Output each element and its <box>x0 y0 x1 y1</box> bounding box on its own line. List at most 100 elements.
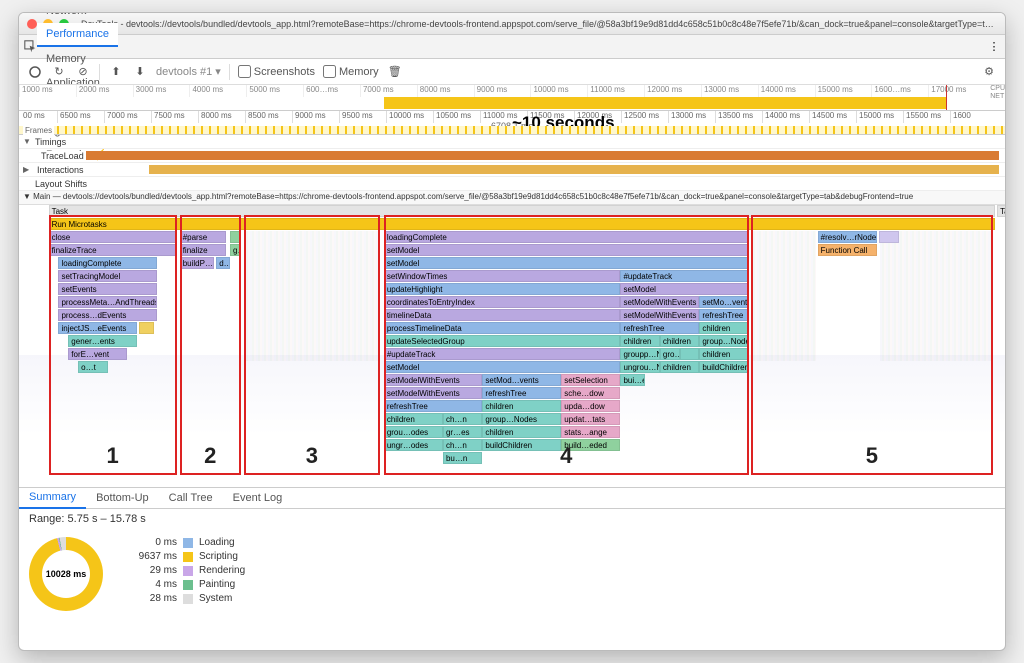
flame-block[interactable]: setModel <box>384 244 749 256</box>
flame-block[interactable]: build…eded <box>561 439 620 451</box>
flame-block[interactable]: bu…n <box>443 452 482 464</box>
flame-block[interactable]: close <box>49 231 177 243</box>
flame-block[interactable]: setSelection <box>561 374 620 386</box>
flame-block[interactable]: ungrou…Nodes <box>620 361 659 373</box>
flame-block[interactable]: setWindowTimes <box>384 270 621 282</box>
flame-block[interactable]: loadingComplete <box>58 257 157 269</box>
details-tab-event-log[interactable]: Event Log <box>223 487 293 509</box>
timeline-ruler[interactable]: 00 ms 6500 ms7000 ms7500 ms8000 ms8500 m… <box>19 111 1005 135</box>
screenshots-checkbox[interactable]: Screenshots <box>238 65 315 78</box>
flame-block[interactable]: coordinatesToEntryIndex <box>384 296 621 308</box>
flame-block[interactable]: stats…ange <box>561 426 620 438</box>
flame-block[interactable]: buildChildren <box>699 361 748 373</box>
flame-block[interactable]: children <box>384 413 443 425</box>
flame-block[interactable]: processMeta…AndThreads <box>58 296 157 308</box>
flame-block[interactable] <box>230 231 240 243</box>
flame-block[interactable] <box>139 322 154 334</box>
flame-block[interactable]: process…dEvents <box>58 309 157 321</box>
flame-block[interactable]: refreshTree <box>620 322 699 334</box>
flame-block[interactable]: forE…vent <box>68 348 127 360</box>
flame-block[interactable]: children <box>699 348 748 360</box>
flame-block[interactable]: gener…ents <box>68 335 137 347</box>
flame-block[interactable]: ch…n <box>443 413 482 425</box>
flame-block[interactable]: children <box>482 426 561 438</box>
flame-block[interactable]: g… <box>230 244 240 256</box>
upload-icon[interactable]: ⬆ <box>108 64 124 80</box>
flame-block[interactable]: buildChildren <box>482 439 561 451</box>
flame-block[interactable]: gro…es <box>660 348 680 360</box>
record-icon[interactable] <box>27 64 43 80</box>
interactions-section[interactable]: ▶Interactions <box>19 163 1005 177</box>
flame-block[interactable]: Task <box>49 205 996 217</box>
flame-block[interactable]: updat…tats <box>561 413 620 425</box>
flame-block[interactable]: updateHighlight <box>384 283 621 295</box>
flame-block[interactable]: ungr…odes <box>384 439 443 451</box>
settings-icon[interactable]: ⋮ <box>987 40 1001 54</box>
flame-block[interactable]: setModelWithEvents <box>620 309 699 321</box>
details-tab-bottom-up[interactable]: Bottom-Up <box>86 487 159 509</box>
flame-block[interactable]: o…t <box>78 361 108 373</box>
flame-block[interactable]: setModel <box>384 257 749 269</box>
overview-minimap[interactable]: 1000 ms2000 ms3000 ms4000 ms5000 ms600…m… <box>19 85 1005 111</box>
profile-select[interactable]: devtools #1▾ <box>156 65 221 78</box>
flame-block[interactable]: setEvents <box>58 283 157 295</box>
inspect-icon[interactable] <box>23 40 37 54</box>
flame-block[interactable]: refreshTree <box>482 387 561 399</box>
flame-block[interactable]: children <box>660 335 699 347</box>
flame-block[interactable]: bui…en <box>620 374 645 386</box>
flame-block[interactable]: timelineData <box>384 309 621 321</box>
flame-block[interactable]: #updateTrack <box>384 348 621 360</box>
flame-block[interactable]: setModelWithEvents <box>384 387 483 399</box>
flame-block[interactable]: grou…odes <box>384 426 443 438</box>
flame-block[interactable]: setModelWithEvents <box>384 374 483 386</box>
flame-block[interactable]: updateSelectedGroup <box>384 335 621 347</box>
flame-block[interactable]: gr…es <box>443 426 482 438</box>
flame-block[interactable]: Function Call <box>818 244 877 256</box>
flame-block[interactable]: setMod…vents <box>482 374 561 386</box>
flame-block[interactable]: refreshTree <box>699 309 748 321</box>
flame-block[interactable] <box>879 231 899 243</box>
flame-block[interactable]: #updateTrack <box>620 270 748 282</box>
flame-block[interactable]: group…Nodes <box>482 413 561 425</box>
flame-block[interactable]: d… <box>216 257 230 269</box>
flame-block[interactable]: finalize <box>180 244 226 256</box>
flame-block[interactable]: children <box>660 361 699 373</box>
flame-block[interactable]: group…Nodes <box>699 335 748 347</box>
flame-block[interactable]: #parse <box>180 231 226 243</box>
tab-network[interactable]: Network <box>37 12 118 23</box>
flame-block[interactable]: sche…dow <box>561 387 620 399</box>
flame-block[interactable]: children <box>699 322 748 334</box>
flame-block[interactable]: children <box>482 400 561 412</box>
main-thread-header[interactable]: ▼ Main — devtools://devtools/bundled/dev… <box>19 191 1005 205</box>
tab-performance[interactable]: Performance <box>37 23 118 47</box>
flame-block[interactable]: ch…n <box>443 439 482 451</box>
flame-block[interactable]: setModel <box>620 283 748 295</box>
flame-block[interactable]: setMo…vents <box>699 296 748 308</box>
flame-block[interactable]: Run Microtasks <box>49 218 996 230</box>
flame-block[interactable]: groupp…Nodes <box>620 348 659 360</box>
flame-block[interactable]: processTimelineData <box>384 322 621 334</box>
flame-block[interactable]: buildP…Calls <box>180 257 215 269</box>
gear-icon[interactable]: ⚙ <box>981 64 997 80</box>
flame-block[interactable]: upda…dow <box>561 400 620 412</box>
flame-block[interactable]: injectJS…eEvents <box>58 322 137 334</box>
flame-chart[interactable]: TaskTaskTi…edRun MicrotasksRu…ksclose#pa… <box>19 205 1005 487</box>
flame-block[interactable] <box>680 348 700 360</box>
clear-icon[interactable]: ⊘ <box>75 64 91 80</box>
details-tab-summary[interactable]: Summary <box>19 487 86 509</box>
flame-block[interactable]: setModel <box>384 361 621 373</box>
close-window-icon[interactable] <box>27 19 37 29</box>
memory-checkbox[interactable]: Memory <box>323 65 379 78</box>
flame-block[interactable]: finalizeTrace <box>49 244 177 256</box>
details-tab-call-tree[interactable]: Call Tree <box>159 487 223 509</box>
flame-block[interactable]: children <box>620 335 659 347</box>
trash-icon[interactable]: 🗑 <box>387 64 403 80</box>
flame-block[interactable]: #resolv…rNodes <box>818 231 877 243</box>
flame-block[interactable]: loadingComplete <box>384 231 749 243</box>
download-icon[interactable]: ⬇ <box>132 64 148 80</box>
reload-icon[interactable]: ↻ <box>51 64 67 80</box>
flame-block[interactable]: Task <box>997 205 1005 217</box>
flame-block[interactable]: setModelWithEvents <box>620 296 699 308</box>
flame-block[interactable]: refreshTree <box>384 400 483 412</box>
layout-shifts-section[interactable]: Layout Shifts <box>19 177 1005 191</box>
